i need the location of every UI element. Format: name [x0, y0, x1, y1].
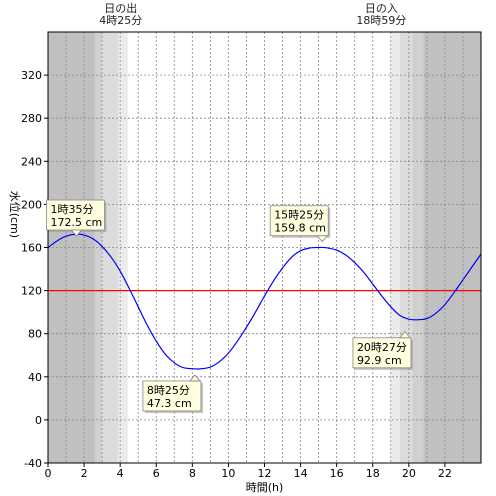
x-axis-label: 時間(h): [246, 481, 284, 494]
xtick-label-8: 8: [189, 467, 196, 480]
xtick-label-14: 14: [294, 467, 308, 480]
xtick-label-20: 20: [402, 467, 416, 480]
xtick-label-10: 10: [221, 467, 235, 480]
annotation-pointer: [189, 374, 201, 382]
ytick-label-80: 80: [28, 328, 42, 341]
annotation-value: 47.3 cm: [147, 397, 192, 410]
ytick-label-240: 240: [21, 155, 42, 168]
tide-series-line: [47, 233, 482, 370]
x-axis-ticks: 0 2 4 6 8 10 12 14 16 18 20 22: [45, 463, 452, 480]
annotation-pointer: [399, 331, 411, 339]
xtick-label-4: 4: [117, 467, 124, 480]
annotation-box: [269, 205, 329, 237]
annotation-time: 20時27分: [357, 341, 407, 354]
xtick-label-12: 12: [258, 467, 272, 480]
ytick-label-280: 280: [21, 112, 42, 125]
xtick-label-2: 2: [81, 467, 88, 480]
sun-times: 日の出 4時25分 日の入 18時59分: [99, 1, 406, 27]
annotation-value: 172.5 cm: [51, 216, 103, 229]
y-axis-ticks: -40 0 40 80 120 160 200 240 280 320: [21, 69, 48, 470]
sunset-label: 日の入: [365, 2, 398, 15]
ytick-label-160: 160: [21, 242, 42, 255]
y-axis-label: 水位(cm): [8, 191, 22, 238]
ytick-label--40: -40: [24, 457, 42, 470]
ytick-label-120: 120: [21, 285, 42, 298]
sunset-time: 18時59分: [356, 14, 406, 27]
annotation-pointer: [316, 235, 329, 243]
xtick-label-18: 18: [366, 467, 380, 480]
ytick-label-40: 40: [28, 371, 42, 384]
sunrise-label: 日の出: [104, 1, 137, 15]
xtick-label-22: 22: [438, 467, 452, 480]
annotation-pointer: [70, 229, 83, 237]
ytick-label-320: 320: [21, 69, 42, 82]
shade-band-4: [390, 32, 400, 463]
shade-band-3: [118, 32, 128, 463]
annotation-box: [142, 380, 202, 412]
sunrise-time: 4時25分: [99, 14, 142, 27]
annotation-time: 1時35分: [51, 203, 94, 216]
ytick-label-0: 0: [35, 414, 42, 427]
xtick-label-0: 0: [45, 467, 52, 480]
shade-band-1: [94, 32, 103, 463]
annotation-time: 15時25分: [274, 209, 324, 222]
annotation-time: 8時25分: [147, 384, 190, 397]
xtick-label-16: 16: [330, 467, 344, 480]
annotation-box: [352, 337, 412, 369]
xtick-label-6: 6: [153, 467, 160, 480]
annotation-value: 92.9 cm: [357, 354, 402, 367]
shade-band-0: [48, 32, 95, 463]
night-shading: [48, 32, 481, 463]
ytick-label-200: 200: [21, 198, 42, 211]
annotation-box: [46, 199, 105, 231]
annotation-value: 159.8 cm: [274, 222, 326, 235]
shade-band-2: [102, 32, 119, 463]
